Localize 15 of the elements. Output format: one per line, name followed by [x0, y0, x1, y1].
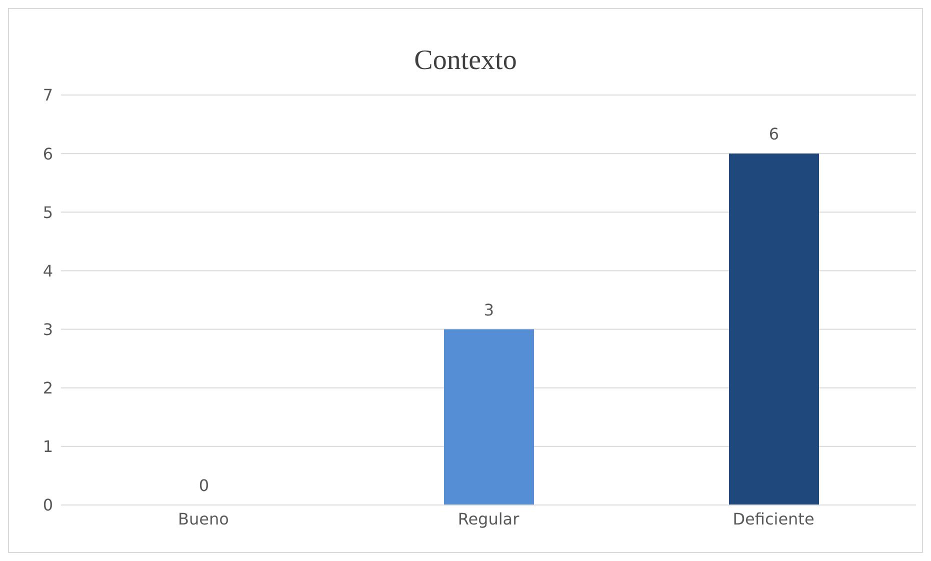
data-label: 6: [768, 124, 780, 144]
x-tick-label: Deficiente: [732, 509, 814, 528]
y-tick-label: 4: [42, 261, 53, 280]
y-tick-label: 1: [42, 437, 53, 456]
data-label: 3: [484, 300, 494, 320]
y-tick-label: 7: [42, 86, 53, 105]
x-tick-label: Regular: [458, 509, 520, 528]
y-tick-label: 3: [42, 320, 53, 339]
chart-title: Contexto: [413, 44, 518, 78]
y-tick-label: 2: [42, 378, 53, 398]
x-tick-label: Bueno: [178, 509, 229, 528]
y-tick-label: 5: [42, 202, 53, 222]
y-tick-label: 0: [42, 496, 53, 515]
y-tick-label: 6: [42, 144, 53, 164]
data-label: 0: [198, 476, 210, 495]
